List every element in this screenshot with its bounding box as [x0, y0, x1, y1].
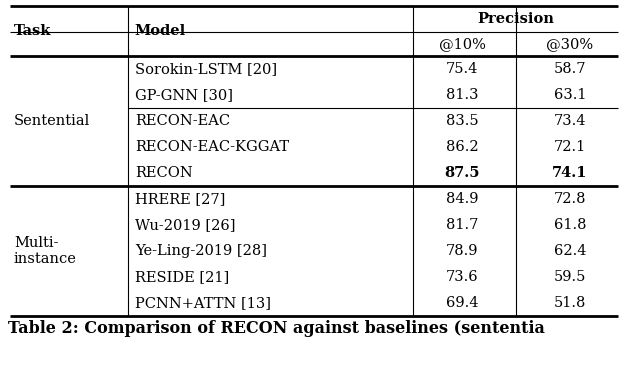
Text: Sorokin-LSTM [20]: Sorokin-LSTM [20]: [135, 62, 277, 76]
Text: RECON-EAC-KGGAT: RECON-EAC-KGGAT: [135, 140, 289, 154]
Text: 73.4: 73.4: [554, 114, 586, 128]
Text: 74.1: 74.1: [552, 166, 588, 180]
Text: RECON: RECON: [135, 166, 193, 180]
Text: 87.5: 87.5: [444, 166, 480, 180]
Text: 72.1: 72.1: [554, 140, 586, 154]
Text: GP-GNN [30]: GP-GNN [30]: [135, 88, 233, 102]
Text: Ye-Ling-2019 [28]: Ye-Ling-2019 [28]: [135, 244, 267, 258]
Text: 73.6: 73.6: [445, 270, 478, 284]
Text: 61.8: 61.8: [554, 218, 586, 232]
Text: 62.4: 62.4: [554, 244, 586, 258]
Text: PCNN+ATTN [13]: PCNN+ATTN [13]: [135, 296, 271, 310]
Text: 58.7: 58.7: [554, 62, 586, 76]
Text: HRERE [27]: HRERE [27]: [135, 192, 225, 206]
Text: RESIDE [21]: RESIDE [21]: [135, 270, 229, 284]
Text: 69.4: 69.4: [445, 296, 478, 310]
Text: 78.9: 78.9: [445, 244, 478, 258]
Text: @30%: @30%: [547, 37, 593, 51]
Text: Sentential: Sentential: [14, 114, 90, 128]
Text: 81.3: 81.3: [445, 88, 478, 102]
Text: 86.2: 86.2: [445, 140, 478, 154]
Text: @10%: @10%: [438, 37, 485, 51]
Text: Task: Task: [14, 24, 51, 38]
Text: 72.8: 72.8: [554, 192, 586, 206]
Text: 81.7: 81.7: [446, 218, 478, 232]
Text: RECON-EAC: RECON-EAC: [135, 114, 230, 128]
Text: Wu-2019 [26]: Wu-2019 [26]: [135, 218, 236, 232]
Text: 59.5: 59.5: [554, 270, 586, 284]
Text: 63.1: 63.1: [554, 88, 586, 102]
Text: Multi-
instance: Multi- instance: [14, 236, 77, 266]
Text: 83.5: 83.5: [445, 114, 478, 128]
Text: Model: Model: [134, 24, 185, 38]
Text: 84.9: 84.9: [445, 192, 478, 206]
Text: 75.4: 75.4: [446, 62, 478, 76]
Text: Table 2: Comparison of RECON against baselines (sententia: Table 2: Comparison of RECON against bas…: [8, 320, 545, 337]
Text: Precision: Precision: [477, 12, 554, 26]
Text: 51.8: 51.8: [554, 296, 586, 310]
